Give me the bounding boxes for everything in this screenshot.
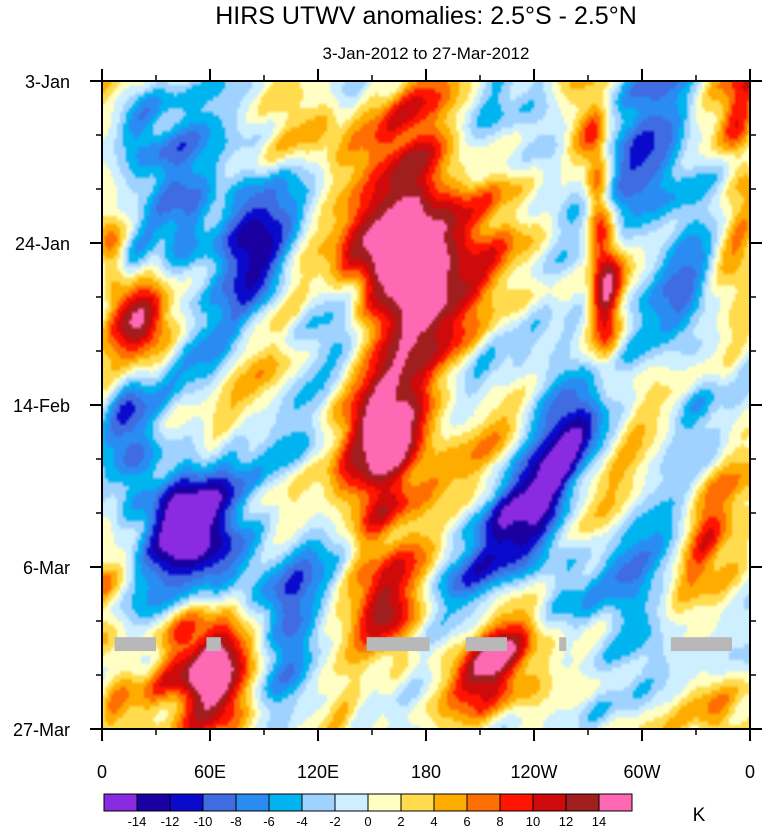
colorbar-swatch bbox=[598, 793, 633, 812]
missing-data-bar bbox=[366, 637, 430, 652]
chart-subtitle: 3-Jan-2012 to 27-Mar-2012 bbox=[323, 44, 530, 63]
missing-data-bar bbox=[114, 637, 156, 652]
missing-data-bar bbox=[559, 637, 567, 652]
colorbar-label: 8 bbox=[496, 814, 503, 829]
anomaly-field bbox=[102, 81, 750, 729]
colorbar-label: 0 bbox=[364, 814, 371, 829]
colorbar-swatch bbox=[400, 793, 435, 812]
colorbar-label: -8 bbox=[230, 814, 242, 829]
chart-title: HIRS UTWV anomalies: 2.5°S - 2.5°N bbox=[215, 2, 637, 30]
colorbar-label: -4 bbox=[296, 814, 308, 829]
colorbar-unit: K bbox=[693, 805, 706, 826]
x-tick-label: 120W bbox=[510, 762, 557, 782]
colorbar-label: 4 bbox=[430, 814, 437, 829]
missing-data-layer bbox=[114, 637, 732, 652]
colorbar-swatch bbox=[202, 793, 237, 812]
y-tick-label: 6-Mar bbox=[23, 558, 70, 578]
colorbar-label: 6 bbox=[463, 814, 470, 829]
missing-data-bar bbox=[206, 637, 221, 652]
y-tick-label: 14-Feb bbox=[13, 396, 70, 416]
colorbar-swatch bbox=[301, 793, 336, 812]
plot-area bbox=[102, 81, 750, 729]
colorbar-label: -14 bbox=[128, 814, 147, 829]
colorbar-label: 14 bbox=[592, 814, 606, 829]
missing-data-bar bbox=[670, 637, 732, 652]
colorbar-swatch bbox=[367, 793, 402, 812]
colorbar-label: 2 bbox=[397, 814, 404, 829]
colorbar-swatch bbox=[565, 793, 600, 812]
missing-data-bar bbox=[465, 637, 507, 652]
colorbar-swatch bbox=[169, 793, 204, 812]
colorbar-label: -6 bbox=[263, 814, 275, 829]
colorbar-swatch bbox=[334, 793, 369, 812]
colorbar-label: -12 bbox=[161, 814, 180, 829]
colorbar-swatch bbox=[466, 793, 501, 812]
colorbar-swatch bbox=[532, 793, 567, 812]
colorbar-label: 12 bbox=[559, 814, 573, 829]
colorbar-swatch bbox=[235, 793, 270, 812]
x-tick-label: 0 bbox=[745, 762, 755, 782]
colorbar-swatch bbox=[136, 793, 171, 812]
y-axis: 3-Jan 24-Jan 14-Feb 6-Mar 27-Mar bbox=[13, 72, 762, 740]
x-tick-label: 0 bbox=[97, 762, 107, 782]
x-tick-label: 120E bbox=[297, 762, 339, 782]
colorbar-swatch bbox=[433, 793, 468, 812]
x-tick-label: 60E bbox=[194, 762, 226, 782]
y-tick-label: 27-Mar bbox=[13, 720, 70, 740]
x-tick-label: 60W bbox=[623, 762, 660, 782]
y-tick-label: 24-Jan bbox=[15, 234, 70, 254]
colorbar-swatch bbox=[103, 793, 138, 812]
colorbar-swatch bbox=[268, 793, 303, 812]
colorbar-label: -2 bbox=[329, 814, 341, 829]
y-tick-label: 3-Jan bbox=[25, 72, 70, 92]
x-axis: 0 60E 120E 180 120W 60W 0 bbox=[97, 69, 755, 782]
x-tick-label: 180 bbox=[411, 762, 441, 782]
colorbar-swatch bbox=[499, 793, 534, 812]
colorbar-label: -10 bbox=[194, 814, 213, 829]
colorbar: -14 -12 -10 -8 -6 -4 -2 0 2 4 6 8 10 12 14 bbox=[103, 793, 633, 829]
colorbar-label: 10 bbox=[526, 814, 540, 829]
